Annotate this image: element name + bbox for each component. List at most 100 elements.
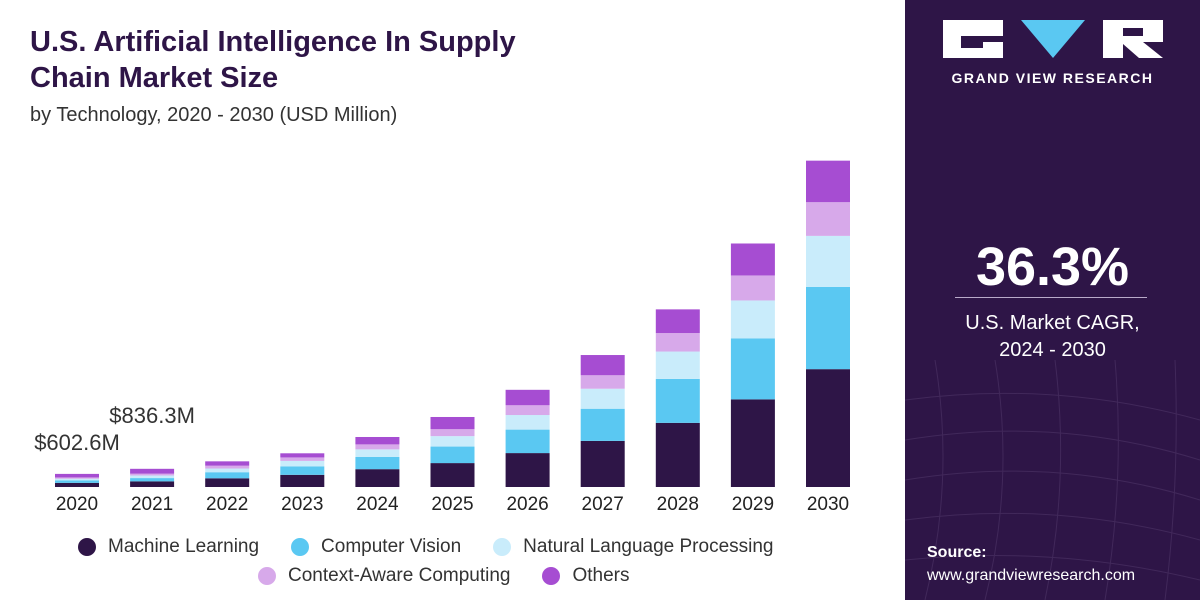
legend-item-machine-learning: Machine Learning [78,536,259,558]
cagr-label-line1: U.S. Market CAGR, [965,312,1140,334]
legend-swatch [78,538,96,556]
legend-item-natural-language-processing: Natural Language Processing [493,536,774,558]
legend-item-computer-vision: Computer Vision [291,536,461,558]
legend-label: Context-Aware Computing [288,565,511,586]
chart-title-line1: U.S. Artificial Intelligence In Supply [30,26,516,58]
legend-swatch [542,567,561,585]
bar-segment-2021-others [130,468,175,474]
bar-segment-2020-context-aware-computing [55,477,99,479]
bar-segment-2023-others [280,453,325,458]
x-tick-label-2026: 2026 [506,494,548,515]
logo-g-mark [943,20,1003,58]
source-link[interactable]: www.grandviewresearch.com [927,567,1136,584]
bar-segment-2022-computer-vision [205,472,250,479]
bar-segment-2026-context-aware-computing [505,405,550,416]
cagr-label: U.S. Market CAGR, 2024 - 2030 [905,310,1200,364]
cagr-value: 36.3% [975,237,1130,297]
wireframe-decoration [905,360,1200,600]
bar-segment-2030-context-aware-computing [806,202,850,236]
bar-segment-2026-computer-vision [505,429,550,454]
logo-r-mark [1103,20,1163,58]
bar-segment-2020-natural-language-processing [55,478,99,481]
bar-segment-2027-machine-learning [580,440,625,487]
bar-segment-2026-others [505,389,550,406]
bar-segment-2027-computer-vision [580,408,625,441]
legend-swatch [291,538,310,556]
x-tick-label-2024: 2024 [356,494,399,515]
x-tick-label-2022: 2022 [206,494,248,515]
bar-segment-2024-machine-learning [355,469,400,487]
bar-segment-2021-natural-language-processing [130,475,175,479]
bar-segment-2025-computer-vision [430,446,475,464]
chart-title: U.S. Artificial Intelligence In Supply C… [30,24,516,96]
legend-swatch [493,538,512,556]
bar-segment-2029-machine-learning [730,399,775,487]
bar-segment-2025-machine-learning [430,463,475,487]
legend-label: Computer Vision [321,536,462,557]
bar-segment-2023-natural-language-processing [280,460,325,467]
legend-label: Machine Learning [108,536,260,557]
bar-segment-2024-context-aware-computing [355,444,400,450]
bar-segment-2030-natural-language-processing [806,235,850,287]
chart-subtitle: by Technology, 2020 - 2030 (USD Million) [30,104,398,126]
bar-segment-2021-computer-vision [130,478,175,482]
bar-segment-2030-machine-learning [806,369,850,487]
legend-swatch [258,567,276,585]
bar-segment-2029-natural-language-processing [730,300,775,339]
bar-segment-2025-natural-language-processing [430,436,475,447]
bar-segment-2021-machine-learning [130,481,175,487]
brand-name: GRAND VIEW RESEARCH [951,70,1154,86]
x-tick-label-2020: 2020 [56,494,98,515]
bar-segment-2025-others [430,416,475,430]
x-tick-label-2021: 2021 [131,494,173,515]
chart-area: U.S. Artificial Intelligence In Supply C… [30,24,850,587]
bar-segment-2026-natural-language-processing [505,415,550,430]
bar-segment-2030-computer-vision [806,286,850,370]
bar-segment-2026-machine-learning [505,453,550,487]
x-tick-label-2027: 2027 [582,494,624,515]
bar-segment-2024-natural-language-processing [355,449,400,457]
bar-segment-2021-context-aware-computing [130,473,175,476]
bar-segment-2029-others [730,243,775,276]
data-label-2021: $836.3M [109,403,195,428]
bar-segment-2030-others [806,160,850,203]
bar-segment-2024-others [355,436,400,445]
x-tick-label-2030: 2030 [807,494,849,515]
bar-segment-2027-natural-language-processing [580,388,625,409]
bar-segment-2022-context-aware-computing [205,465,250,469]
legend-label: Others [572,565,630,586]
bar-segment-2020-machine-learning [55,482,99,487]
bar-segment-2023-machine-learning [280,474,325,487]
bar-segment-2024-computer-vision [355,456,400,470]
bar-segment-2028-context-aware-computing [655,333,700,352]
bar-segment-2022-natural-language-processing [205,468,250,473]
bar-segment-2027-context-aware-computing [580,375,625,389]
data-label-2020: $602.6M [34,430,120,455]
cagr-divider [955,297,1147,298]
x-tick-label-2028: 2028 [657,494,699,515]
x-tick-label-2029: 2029 [732,494,774,515]
legend-row-1: Machine Learning Computer Vision Natural L… [78,536,806,558]
bar-segment-2022-machine-learning [205,478,250,487]
source-label: Source: [927,544,987,561]
stacked-bar-chart: 2020 2021 2022 2023 2024 2025 2026 2027 2028 2029… [34,160,850,515]
bar-segment-2020-computer-vision [55,480,99,483]
grand-view-research-logo [943,20,1163,58]
x-tick-label-2023: 2023 [281,494,323,515]
info-panel: GRAND VIEW RESEARCH 36.3% U.S. Market CA… [905,0,1200,600]
bar-segment-2028-computer-vision [655,378,700,423]
bar-segment-2023-computer-vision [280,466,325,475]
bar-segment-2025-context-aware-computing [430,429,475,437]
legend-label: Natural Language Processing [523,536,774,557]
bar-segment-2027-others [580,355,625,376]
cagr-label-line2: 2024 - 2030 [999,339,1106,361]
bar-segment-2023-context-aware-computing [280,457,325,461]
legend-item-others: Others [542,565,630,587]
bar-segment-2028-natural-language-processing [655,351,700,379]
chart-title-line2: Chain Market Size [30,62,279,94]
bar-segment-2020-others [55,473,99,478]
legend-item-context-aware-computing: Context-Aware Computing [258,565,510,587]
bar-segment-2022-others [205,461,250,466]
bar-segment-2029-context-aware-computing [730,275,775,301]
bar-segment-2029-computer-vision [730,338,775,400]
